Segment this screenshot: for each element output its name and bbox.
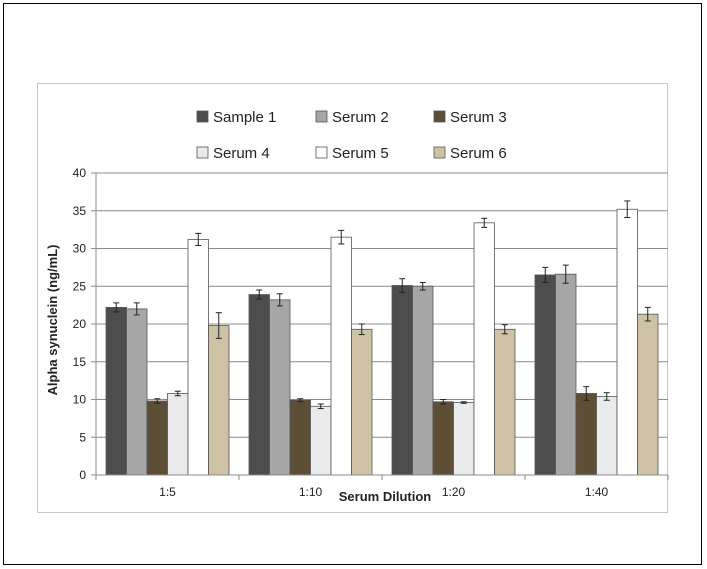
bar	[310, 405, 332, 476]
bar	[432, 401, 454, 476]
bar	[494, 328, 516, 476]
legend-label: Serum 6	[450, 145, 507, 162]
bar	[289, 399, 311, 476]
y-tick-label: 25	[73, 279, 87, 293]
legend-label: Serum 3	[450, 109, 507, 126]
bar	[391, 285, 413, 476]
legend-label: Serum 5	[332, 145, 389, 162]
bars	[105, 200, 659, 476]
legend: Sample 1 Serum 2 Serum 3 Serum 4 Serum 5 Seru…	[196, 109, 507, 162]
x-tick-label: 1:20	[442, 485, 466, 499]
y-axis-title: Alpha synuclein (ng/mL)	[45, 245, 60, 396]
legend-label: Serum 4	[213, 145, 270, 162]
bar	[575, 393, 597, 476]
y-tick-label: 35	[73, 204, 87, 218]
bar	[616, 208, 638, 476]
bar	[555, 273, 577, 476]
bar	[187, 239, 209, 476]
bar	[269, 299, 291, 476]
bar	[596, 396, 618, 476]
legend-swatch	[196, 146, 209, 159]
y-tick-label: 40	[73, 166, 87, 180]
bar	[534, 274, 556, 476]
legend-swatch	[315, 110, 328, 123]
bar	[473, 222, 495, 476]
legend-label: Serum 2	[332, 109, 389, 126]
bar	[412, 285, 434, 476]
bar	[453, 402, 475, 476]
bar	[105, 306, 127, 476]
bar	[126, 308, 148, 476]
y-tick-label: 30	[73, 242, 87, 256]
bar	[146, 400, 168, 476]
y-tick-label: 0	[79, 468, 86, 482]
legend-swatch	[196, 110, 209, 123]
legend-label: Sample 1	[213, 109, 276, 126]
x-tick-label: 1:5	[159, 485, 176, 499]
y-tick-label: 15	[73, 355, 87, 369]
x-axis-title: Serum Dilution	[339, 489, 432, 504]
bar	[167, 393, 189, 476]
bar	[330, 236, 352, 476]
legend-swatch	[433, 110, 446, 123]
bar	[637, 313, 659, 476]
y-tick-label: 10	[73, 393, 87, 407]
bar	[248, 294, 270, 476]
figure-frame	[3, 3, 702, 565]
x-tick-label: 1:10	[299, 485, 323, 499]
axes: 0 5 10 15 20 25 30 35 40 1:5 1:10 1:20 1:40	[73, 166, 669, 499]
bar	[208, 325, 230, 476]
bar	[351, 328, 373, 476]
x-tick-label: 1:40	[585, 485, 609, 499]
legend-swatch	[315, 146, 328, 159]
y-tick-label: 20	[73, 317, 87, 331]
y-tick-label: 5	[79, 430, 86, 444]
legend-swatch	[433, 146, 446, 159]
